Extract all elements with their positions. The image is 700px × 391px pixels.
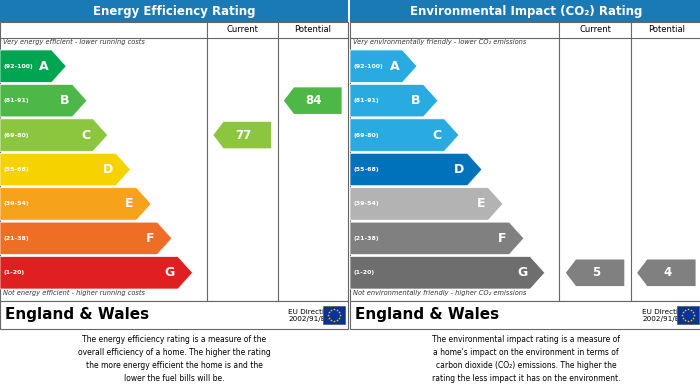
Text: (39-54): (39-54) (354, 201, 379, 206)
Text: (81-91): (81-91) (354, 98, 379, 103)
Polygon shape (0, 119, 108, 151)
Polygon shape (0, 222, 172, 255)
Text: EU Directive
2002/91/EC: EU Directive 2002/91/EC (288, 308, 332, 321)
Bar (350, 301, 700, 329)
Text: A: A (390, 60, 400, 73)
Text: A: A (39, 60, 49, 73)
Bar (323, 306, 345, 324)
Text: C: C (432, 129, 441, 142)
Text: (1-20): (1-20) (354, 270, 375, 275)
Polygon shape (0, 153, 130, 186)
Bar (677, 306, 699, 324)
Text: (81-91): (81-91) (4, 98, 29, 103)
Text: Environmental Impact (CO₂) Rating: Environmental Impact (CO₂) Rating (410, 5, 642, 18)
Text: B: B (60, 94, 69, 107)
Text: England & Wales: England & Wales (355, 307, 499, 323)
Text: C: C (81, 129, 90, 142)
Text: 4: 4 (663, 266, 671, 279)
Text: 77: 77 (235, 129, 251, 142)
Text: F: F (146, 232, 154, 245)
Text: (92-100): (92-100) (4, 64, 34, 69)
Text: Current: Current (579, 25, 611, 34)
Text: EU Directive
2002/91/EC: EU Directive 2002/91/EC (642, 308, 687, 321)
Polygon shape (284, 87, 342, 114)
Text: (92-100): (92-100) (354, 64, 384, 69)
Text: (21-38): (21-38) (354, 236, 379, 241)
Polygon shape (214, 122, 271, 148)
Bar (350, 22, 700, 301)
Bar (0, 0, 348, 22)
Polygon shape (350, 256, 545, 289)
Text: Not energy efficient - higher running costs: Not energy efficient - higher running co… (3, 290, 145, 296)
Text: (69-80): (69-80) (354, 133, 379, 138)
Text: G: G (164, 266, 175, 279)
Text: (69-80): (69-80) (4, 133, 29, 138)
Polygon shape (566, 260, 624, 286)
Text: (1-20): (1-20) (4, 270, 25, 275)
Text: 5: 5 (592, 266, 600, 279)
Polygon shape (0, 84, 87, 117)
Text: F: F (498, 232, 506, 245)
Text: Not environmentally friendly - higher CO₂ emissions: Not environmentally friendly - higher CO… (353, 290, 526, 296)
Text: Potential: Potential (294, 25, 331, 34)
Bar (350, 0, 700, 22)
Text: Current: Current (226, 25, 258, 34)
Text: (21-38): (21-38) (4, 236, 29, 241)
Text: G: G (517, 266, 527, 279)
Text: Potential: Potential (648, 25, 685, 34)
Text: (55-68): (55-68) (4, 167, 29, 172)
Text: The environmental impact rating is a measure of
a home's impact on the environme: The environmental impact rating is a mea… (432, 335, 620, 383)
Polygon shape (350, 188, 503, 220)
Text: Energy Efficiency Rating: Energy Efficiency Rating (92, 5, 256, 18)
Bar (0, 22, 348, 301)
Text: Very energy efficient - lower running costs: Very energy efficient - lower running co… (3, 39, 145, 45)
Text: B: B (411, 94, 421, 107)
Polygon shape (350, 119, 459, 151)
Text: Very environmentally friendly - lower CO₂ emissions: Very environmentally friendly - lower CO… (353, 39, 526, 45)
Text: (55-68): (55-68) (354, 167, 379, 172)
Bar (0, 301, 348, 329)
Text: 84: 84 (305, 94, 322, 107)
Polygon shape (350, 153, 482, 186)
Text: (39-54): (39-54) (4, 201, 29, 206)
Polygon shape (0, 50, 66, 83)
Text: England & Wales: England & Wales (5, 307, 149, 323)
Text: D: D (454, 163, 464, 176)
Polygon shape (637, 260, 696, 286)
Polygon shape (0, 256, 193, 289)
Text: E: E (477, 197, 485, 210)
Polygon shape (350, 84, 438, 117)
Polygon shape (350, 222, 524, 255)
Polygon shape (350, 50, 417, 83)
Polygon shape (0, 188, 151, 220)
Text: The energy efficiency rating is a measure of the
overall efficiency of a home. T: The energy efficiency rating is a measur… (78, 335, 270, 383)
Text: E: E (125, 197, 134, 210)
Text: D: D (103, 163, 113, 176)
